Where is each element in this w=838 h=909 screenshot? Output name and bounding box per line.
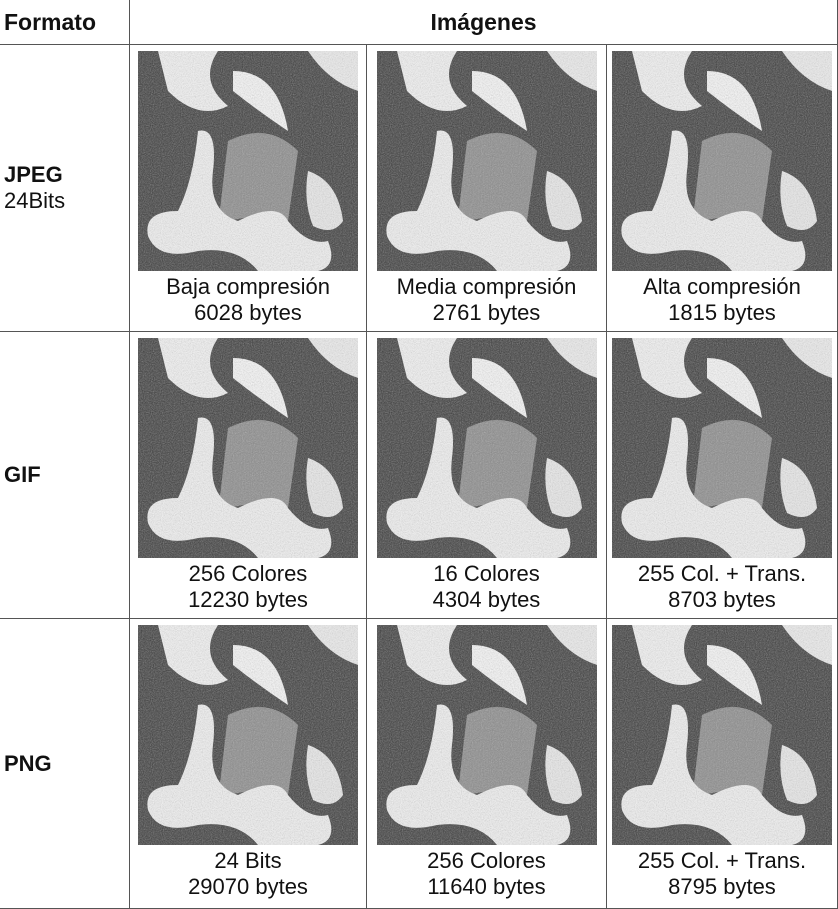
format-cell: GIF <box>0 332 130 619</box>
sample-image <box>138 51 358 271</box>
header-format: Formato <box>0 0 130 45</box>
image-cell: 255 Col. + Trans.8703 bytes <box>607 332 838 619</box>
format-name: JPEG <box>4 162 129 188</box>
file-size: 6028 bytes <box>166 300 330 326</box>
file-size: 2761 bytes <box>397 300 577 326</box>
sample-image <box>377 51 597 271</box>
format-cell: PNG <box>0 619 130 909</box>
sample-image <box>377 625 597 845</box>
file-size: 11640 bytes <box>427 874 546 900</box>
format-detail: 24Bits <box>4 188 129 214</box>
caption: 255 Col. + Trans.8795 bytes <box>638 848 806 900</box>
sample-image <box>612 625 832 845</box>
caption-label: 255 Col. + Trans. <box>638 848 806 874</box>
caption-label: 255 Col. + Trans. <box>638 561 806 587</box>
caption-label: Media compresión <box>397 274 577 300</box>
caption-label: 256 Colores <box>427 848 546 874</box>
sample-image <box>612 51 832 271</box>
file-size: 1815 bytes <box>643 300 801 326</box>
sample-image <box>377 338 597 558</box>
file-size: 12230 bytes <box>188 587 308 613</box>
file-size: 8795 bytes <box>638 874 806 900</box>
sample-image <box>138 625 358 845</box>
caption-label: Alta compresión <box>643 274 801 300</box>
caption-label: Baja compresión <box>166 274 330 300</box>
caption-label: 24 Bits <box>188 848 308 874</box>
format-name: PNG <box>4 751 129 777</box>
format-name: GIF <box>4 462 129 488</box>
sample-image <box>138 338 358 558</box>
caption-label: 16 Colores <box>433 561 541 587</box>
comparison-table: Formato Imágenes JPEG24Bits Baja compresi… <box>0 0 838 909</box>
sample-image <box>612 338 832 558</box>
caption: 255 Col. + Trans.8703 bytes <box>638 561 806 613</box>
file-size: 4304 bytes <box>433 587 541 613</box>
file-size: 29070 bytes <box>188 874 308 900</box>
file-size: 8703 bytes <box>638 587 806 613</box>
header-images: Imágenes <box>130 0 838 45</box>
caption-label: 256 Colores <box>188 561 308 587</box>
image-cell: 255 Col. + Trans.8795 bytes <box>607 619 838 909</box>
